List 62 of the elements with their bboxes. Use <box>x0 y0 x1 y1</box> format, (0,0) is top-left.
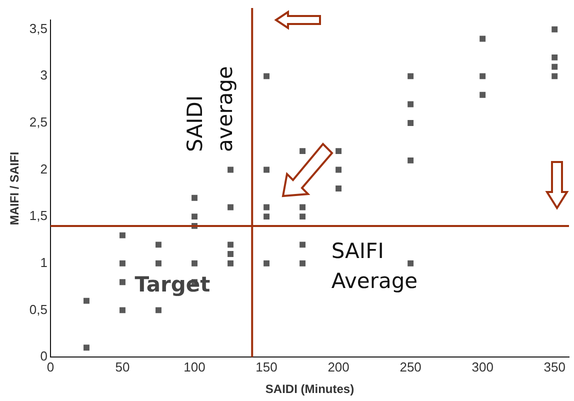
point <box>192 260 198 266</box>
y-tick-label: 1 <box>40 254 48 270</box>
point <box>300 242 306 248</box>
y-tick-label: 3 <box>40 68 48 83</box>
x-tick-label: 150 <box>256 359 278 374</box>
point <box>84 344 90 351</box>
point <box>120 307 126 314</box>
annotation: Target <box>134 272 210 296</box>
point <box>336 166 342 173</box>
point <box>264 204 270 210</box>
y-axis-title: MAIFI / SAIFI <box>8 152 22 226</box>
x-tick-label: 350 <box>544 359 566 374</box>
point <box>264 73 270 80</box>
point <box>336 148 342 154</box>
point <box>120 232 126 238</box>
point <box>480 73 486 80</box>
point <box>480 36 486 42</box>
x-tick-label: 50 <box>115 359 130 374</box>
point <box>408 73 414 80</box>
point <box>156 242 162 248</box>
point <box>408 157 414 164</box>
point <box>192 214 198 220</box>
point <box>552 26 558 32</box>
point <box>408 120 414 126</box>
point <box>156 260 162 266</box>
point <box>84 298 90 304</box>
point <box>120 260 126 266</box>
ref-line-label: SAIDI average <box>183 66 238 152</box>
point <box>408 101 414 108</box>
point <box>264 166 270 173</box>
point <box>300 204 306 210</box>
y-tick-label: 2,5 <box>29 114 48 130</box>
point <box>408 260 414 266</box>
point <box>228 242 234 248</box>
point <box>228 166 234 173</box>
ref-line-label: SAIFI Average <box>331 238 418 293</box>
point <box>300 214 306 220</box>
point <box>264 214 270 220</box>
point <box>552 54 558 60</box>
point <box>480 92 486 98</box>
point <box>228 260 234 266</box>
x-tick-label: 100 <box>184 359 206 374</box>
point <box>156 307 162 314</box>
point <box>336 186 342 192</box>
y-tick-label: 0 <box>40 348 48 364</box>
x-tick-label: 300 <box>472 359 494 374</box>
point <box>228 204 234 210</box>
point <box>120 279 126 286</box>
y-tick-label: 1,5 <box>29 208 48 224</box>
y-tick-label: 2 <box>40 161 48 176</box>
point <box>300 148 306 154</box>
y-tick-label: 3,5 <box>29 20 48 36</box>
x-axis-title: SAIDI (Minutes) <box>265 382 354 396</box>
point <box>552 73 558 80</box>
point <box>300 260 306 266</box>
x-tick-label: 250 <box>400 359 422 374</box>
point <box>552 64 558 70</box>
x-tick-label: 200 <box>328 359 350 374</box>
point <box>264 260 270 266</box>
point <box>192 194 198 201</box>
point <box>228 251 234 258</box>
y-tick-label: 0,5 <box>29 302 48 317</box>
